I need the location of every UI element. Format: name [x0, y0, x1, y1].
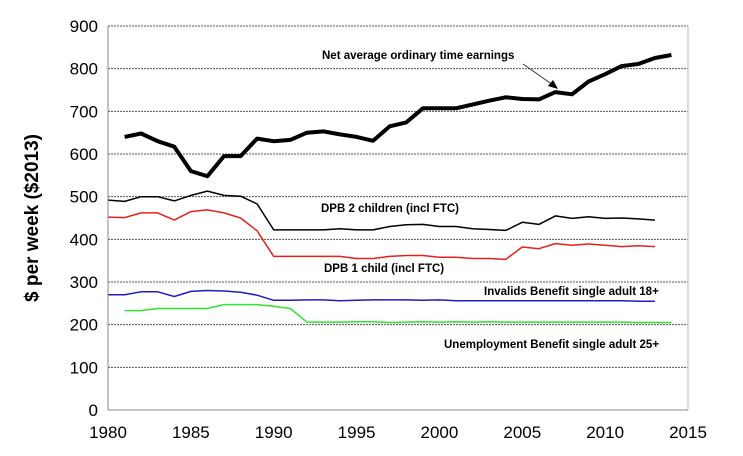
- y-tick-label: 700: [70, 102, 98, 121]
- label-earnings: Net average ordinary time earnings: [322, 50, 514, 62]
- series-line-3: [108, 289, 655, 302]
- x-tick-label: 2010: [586, 423, 624, 442]
- series-line-4: [124, 303, 672, 324]
- annotation-arrow: [522, 63, 554, 86]
- label-invalids: Invalids Benefit single adult 18+: [484, 286, 659, 298]
- y-tick-label: 500: [70, 188, 98, 207]
- x-tick-label: 2000: [421, 423, 459, 442]
- x-tick-label: 2005: [503, 423, 541, 442]
- y-tick-label: 900: [70, 17, 98, 36]
- y-tick-label: 0: [89, 401, 98, 420]
- x-tick-label: 1990: [255, 423, 293, 442]
- y-tick-label: 800: [70, 60, 98, 79]
- series-lines: [107, 53, 672, 324]
- y-tick-label: 600: [70, 145, 98, 164]
- arrow-head-icon: [548, 80, 558, 89]
- y-tick-label: 200: [70, 316, 98, 335]
- x-tick-label: 1995: [338, 423, 376, 442]
- x-tick-label: 1980: [89, 423, 127, 442]
- y-axis-label: $ per week ($2013): [22, 134, 43, 302]
- x-tick-labels: 1980 1985 1990 1995 2000 2005 2010 2015: [89, 423, 707, 442]
- y-tick-labels: 0 100 200 300 400 500 600 700 800 900: [70, 17, 98, 420]
- label-dpb2: DPB 2 children (incl FTC): [321, 203, 459, 215]
- series-line-1: [107, 190, 655, 232]
- x-tick-label: 2015: [669, 423, 707, 442]
- y-tick-label: 300: [70, 273, 98, 292]
- gridlines: [108, 25, 688, 368]
- label-dpb1: DPB 1 child (incl FTC): [324, 263, 444, 275]
- series-line-0: [124, 53, 672, 179]
- label-unemployment: Unemployment Benefit single adult 25+: [444, 339, 659, 351]
- y-tick-label: 100: [70, 358, 98, 377]
- x-tick-label: 1985: [172, 423, 210, 442]
- series-line-2: [107, 209, 655, 261]
- y-tick-label: 400: [70, 230, 98, 249]
